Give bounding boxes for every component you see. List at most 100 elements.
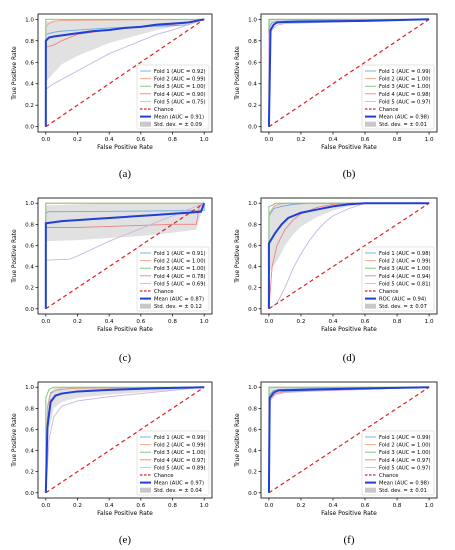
- x-tick-label: 1.0: [425, 319, 434, 325]
- legend-label: Fold 3 (AUC = 1.00): [154, 84, 206, 90]
- panel-caption: (b): [343, 168, 356, 180]
- x-tick-label: 0.8: [168, 319, 177, 325]
- legend-item-fold-5: Fold 5 (AUC = 0.69): [140, 281, 206, 287]
- x-tick-label: 0.4: [329, 319, 338, 325]
- legend-item-fold-1: Fold 1 (AUC = 0.92): [140, 69, 206, 75]
- chart-panel-2: 0.0 0.2 0.4 0.6 0.8 1.0 0.0 0.2 0.4 0.6 0.8 1.0 Fals…: [234, 13, 438, 180]
- y-tick-label: 0.6: [248, 60, 257, 66]
- y-tick-label: 0.2: [25, 286, 34, 292]
- y-tick-label: 0.0: [248, 307, 257, 313]
- legend-label: Mean (AUC = 0.87): [154, 297, 204, 303]
- legend-label: Fold 1 (AUC = 0.98): [379, 251, 431, 257]
- series-line-fold-5: [45, 18, 205, 127]
- series-line-fold-5: [268, 202, 430, 310]
- legend-item-chance: Chance: [140, 473, 173, 479]
- legend-item-fold-4: Fold 4 (AUC = 0.98): [365, 92, 431, 98]
- legend-label: Std. dev. = ± 0.01: [379, 488, 427, 494]
- legend-label: Fold 4 (AUC = 0.97): [154, 458, 206, 464]
- legend-item-fold-3: Fold 3 (AUC = 1.00): [365, 84, 431, 90]
- legend-item-fold-2: Fold 2 (AUC = 1.00): [140, 259, 206, 265]
- std-dev-band: [268, 19, 430, 31]
- legend-label: Std. dev. = ± 0.01: [379, 122, 427, 128]
- x-tick-label: 0.8: [168, 137, 177, 143]
- legend-box: [361, 430, 435, 496]
- x-tick-label: 1.0: [200, 319, 209, 325]
- series-line-fold-3: [268, 202, 430, 309]
- legend-label: Fold 5 (AUC = 0.81): [379, 281, 431, 287]
- legend-label: Fold 2 (AUC = 0.99): [154, 77, 206, 83]
- y-tick-label: 0.0: [25, 125, 34, 131]
- legend-item-fold-1: Fold 1 (AUC = 0.99): [365, 69, 431, 75]
- legend-label: Fold 3 (AUC = 1.00): [379, 84, 431, 90]
- x-tick-label: 1.0: [425, 137, 434, 143]
- legend-label: Fold 2 (AUC = 0.99): [379, 259, 431, 265]
- legend-item-mean: Mean (AUC = 0.97): [140, 481, 204, 487]
- legend-item-fold-2: Fold 2 (AUC = 0.99): [140, 77, 206, 83]
- y-tick-label: 0.4: [248, 82, 257, 88]
- chart-panel-3: 0.0 0.2 0.4 0.6 0.8 1.0 0.0 0.2 0.4 0.6 0.8 1.0 Fals…: [11, 197, 213, 364]
- panel-caption: (d): [343, 352, 356, 364]
- legend-box: [136, 246, 210, 312]
- chart-panel-5: 0.0 0.2 0.4 0.6 0.8 1.0 0.0 0.2 0.4 0.6 0.8 1.0 Fals…: [11, 381, 213, 546]
- y-axis-label: True Positive Rate: [11, 46, 18, 101]
- legend-item-fold-3: Fold 3 (AUC = 1.00): [365, 266, 431, 272]
- legend-item-chance: Chance: [365, 289, 398, 295]
- x-tick-label: 0.2: [73, 137, 82, 143]
- panel-caption: (c): [119, 352, 132, 364]
- x-tick-label: 0.4: [329, 503, 338, 509]
- panel-caption: (e): [119, 534, 132, 546]
- series-line-fold-5: [45, 202, 205, 309]
- y-tick-label: 1.0: [248, 17, 257, 23]
- legend-label: Mean (AUC = 0.97): [154, 481, 204, 487]
- legend-item-mean: ROC (AUC = 0.94): [365, 297, 426, 303]
- x-tick-label: 0.8: [168, 503, 177, 509]
- legend-item-fold-5: Fold 5 (AUC = 0.97): [365, 465, 431, 471]
- legend-label: Fold 2 (AUC = 1.00): [379, 443, 431, 449]
- chance-line: [45, 202, 205, 310]
- legend-item-fold-2: Fold 2 (AUC = 0.99): [140, 443, 206, 449]
- y-tick-label: 0.8: [248, 222, 257, 228]
- legend-label: Std. dev. = ± 0.09: [154, 122, 202, 128]
- legend: Fold 1 (AUC = 0.99)Fold 2 (AUC = 0.99)Fo…: [136, 430, 210, 496]
- legend-label: Fold 4 (AUC = 0.90): [154, 92, 206, 98]
- series-line-mean: [267, 202, 430, 309]
- x-tick-label: 0.6: [136, 137, 145, 143]
- y-tick-label: 0.2: [25, 470, 34, 476]
- x-tick-label: 0.0: [41, 503, 50, 509]
- x-tick-label: 0.0: [264, 137, 273, 143]
- y-tick-label: 0.0: [25, 307, 34, 313]
- series-line-mean: [267, 18, 430, 127]
- legend-item-chance: Chance: [140, 289, 173, 295]
- legend-item-fold-2: Fold 2 (AUC = 0.99): [365, 259, 431, 265]
- plot-frame: [37, 381, 213, 499]
- x-tick-label: 0.2: [73, 503, 82, 509]
- plot-frame: [260, 381, 438, 499]
- legend-label: Mean (AUC = 0.98): [379, 481, 429, 487]
- series-line-mean: [44, 386, 205, 493]
- legend-item-fold-4: Fold 4 (AUC = 0.94): [365, 274, 431, 280]
- legend-item-fold-3: Fold 3 (AUC = 1.00): [140, 84, 206, 90]
- legend-item-fold-1: Fold 1 (AUC = 0.98): [365, 251, 431, 257]
- chance-line: [45, 18, 205, 128]
- legend-label: Fold 1 (AUC = 0.92): [154, 69, 206, 75]
- x-tick-label: 0.4: [105, 137, 114, 143]
- legend-label: Fold 3 (AUC = 1.00): [379, 450, 431, 456]
- legend-label: Fold 4 (AUC = 0.98): [379, 92, 431, 98]
- legend: Fold 1 (AUC = 0.99)Fold 2 (AUC = 1.00)Fo…: [361, 64, 435, 130]
- y-tick-label: 0.0: [25, 491, 34, 497]
- x-axis-label: False Positive Rate: [321, 326, 377, 333]
- legend-item-fold-2: Fold 2 (AUC = 1.00): [365, 443, 431, 449]
- y-tick-label: 0.4: [248, 265, 257, 271]
- plot-frame: [37, 197, 213, 315]
- x-tick-label: 0.6: [136, 503, 145, 509]
- legend-item-fold-3: Fold 3 (AUC = 1.00): [140, 450, 206, 456]
- legend: Fold 1 (AUC = 0.99)Fold 2 (AUC = 1.00)Fo…: [361, 430, 435, 496]
- series-line-mean: [44, 202, 206, 309]
- legend-swatch: [365, 121, 376, 127]
- legend-label: Chance: [379, 107, 398, 113]
- legend-item-mean: Mean (AUC = 0.98): [365, 115, 429, 121]
- series-line-mean: [267, 386, 430, 493]
- y-tick-label: 1.0: [248, 385, 257, 391]
- legend-swatch: [140, 121, 151, 127]
